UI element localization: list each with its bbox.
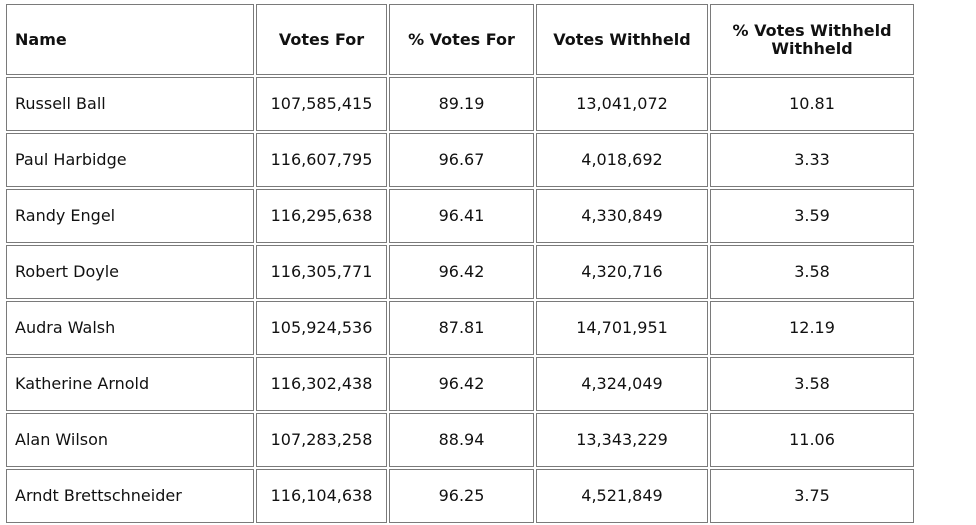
cell-pct-votes-for: 88.94 [389,413,534,467]
cell-name: Robert Doyle [6,245,254,299]
cell-votes-for: 116,302,438 [256,357,387,411]
cell-pct-votes-for: 89.19 [389,77,534,131]
table-row: Alan Wilson 107,283,258 88.94 13,343,229… [6,413,914,467]
header-name: Name [6,4,254,75]
cell-name: Russell Ball [6,77,254,131]
header-pct-votes-for: % Votes For [389,4,534,75]
cell-votes-for: 116,104,638 [256,469,387,523]
director-votes-table: Name Votes For % Votes For Votes Withhel… [4,2,916,525]
table-row: Audra Walsh 105,924,536 87.81 14,701,951… [6,301,914,355]
cell-votes-withheld: 13,041,072 [536,77,708,131]
table-header: Name Votes For % Votes For Votes Withhel… [6,4,914,75]
cell-pct-votes-for: 96.67 [389,133,534,187]
cell-pct-votes-withheld: 3.75 [710,469,914,523]
cell-votes-for: 116,607,795 [256,133,387,187]
cell-votes-for: 107,585,415 [256,77,387,131]
cell-pct-votes-for: 87.81 [389,301,534,355]
header-pct-votes-withheld: % Votes Withheld Withheld [710,4,914,75]
cell-votes-withheld: 13,343,229 [536,413,708,467]
cell-votes-withheld: 4,018,692 [536,133,708,187]
cell-name: Paul Harbidge [6,133,254,187]
cell-votes-for: 116,295,638 [256,189,387,243]
cell-pct-votes-withheld: 3.59 [710,189,914,243]
cell-votes-withheld: 14,701,951 [536,301,708,355]
header-votes-withheld: Votes Withheld [536,4,708,75]
table-body: Russell Ball 107,585,415 89.19 13,041,07… [6,77,914,523]
cell-pct-votes-withheld: 3.58 [710,357,914,411]
cell-pct-votes-for: 96.25 [389,469,534,523]
table-row: Russell Ball 107,585,415 89.19 13,041,07… [6,77,914,131]
cell-pct-votes-for: 96.41 [389,189,534,243]
cell-pct-votes-withheld: 3.33 [710,133,914,187]
header-votes-for: Votes For [256,4,387,75]
cell-pct-votes-withheld: 10.81 [710,77,914,131]
cell-votes-withheld: 4,521,849 [536,469,708,523]
table-row: Robert Doyle 116,305,771 96.42 4,320,716… [6,245,914,299]
cell-pct-votes-for: 96.42 [389,357,534,411]
cell-name: Audra Walsh [6,301,254,355]
cell-name: Alan Wilson [6,413,254,467]
cell-votes-withheld: 4,330,849 [536,189,708,243]
cell-name: Katherine Arnold [6,357,254,411]
cell-pct-votes-withheld: 11.06 [710,413,914,467]
cell-votes-withheld: 4,324,049 [536,357,708,411]
table-row: Randy Engel 116,295,638 96.41 4,330,849 … [6,189,914,243]
table-row: Paul Harbidge 116,607,795 96.67 4,018,69… [6,133,914,187]
table-row: Katherine Arnold 116,302,438 96.42 4,324… [6,357,914,411]
cell-votes-withheld: 4,320,716 [536,245,708,299]
cell-votes-for: 107,283,258 [256,413,387,467]
table-row: Arndt Brettschneider 116,104,638 96.25 4… [6,469,914,523]
cell-pct-votes-for: 96.42 [389,245,534,299]
cell-votes-for: 105,924,536 [256,301,387,355]
cell-name: Arndt Brettschneider [6,469,254,523]
cell-votes-for: 116,305,771 [256,245,387,299]
header-row: Name Votes For % Votes For Votes Withhel… [6,4,914,75]
cell-pct-votes-withheld: 12.19 [710,301,914,355]
cell-pct-votes-withheld: 3.58 [710,245,914,299]
cell-name: Randy Engel [6,189,254,243]
